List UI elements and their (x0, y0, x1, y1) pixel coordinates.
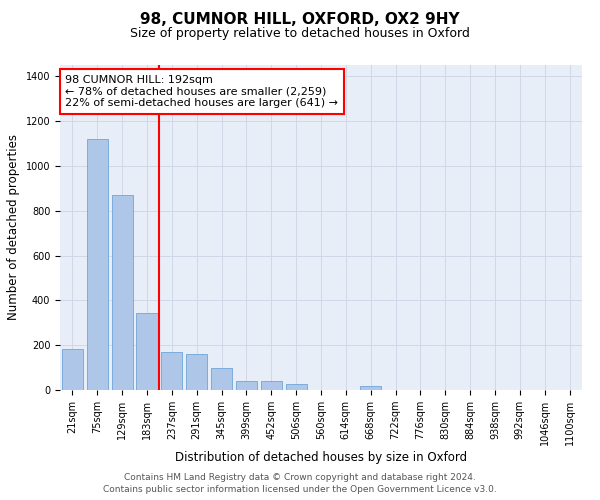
Bar (136, 312, 158, 390)
Text: Size of property relative to detached houses in Oxford: Size of property relative to detached ho… (130, 28, 470, 40)
Bar (286, 384, 307, 390)
Text: Contains public sector information licensed under the Open Government Licence v3: Contains public sector information licen… (103, 485, 497, 494)
Bar (236, 381, 257, 390)
Bar (112, 195, 133, 390)
Bar (261, 381, 282, 390)
Bar (62, 348, 83, 390)
Text: 98 CUMNOR HILL: 192sqm
← 78% of detached houses are smaller (2,259)
22% of semi-: 98 CUMNOR HILL: 192sqm ← 78% of detached… (65, 74, 338, 108)
Text: 98, CUMNOR HILL, OXFORD, OX2 9HY: 98, CUMNOR HILL, OXFORD, OX2 9HY (140, 12, 460, 28)
Text: Contains HM Land Registry data © Crown copyright and database right 2024.: Contains HM Land Registry data © Crown c… (124, 472, 476, 482)
Y-axis label: Number of detached properties: Number of detached properties (7, 134, 20, 320)
Bar (161, 352, 182, 390)
Bar (360, 386, 381, 390)
X-axis label: Distribution of detached houses by size in Oxford: Distribution of detached houses by size … (175, 450, 467, 464)
Bar (211, 368, 232, 390)
Bar (186, 354, 207, 390)
Bar (87, 139, 108, 390)
